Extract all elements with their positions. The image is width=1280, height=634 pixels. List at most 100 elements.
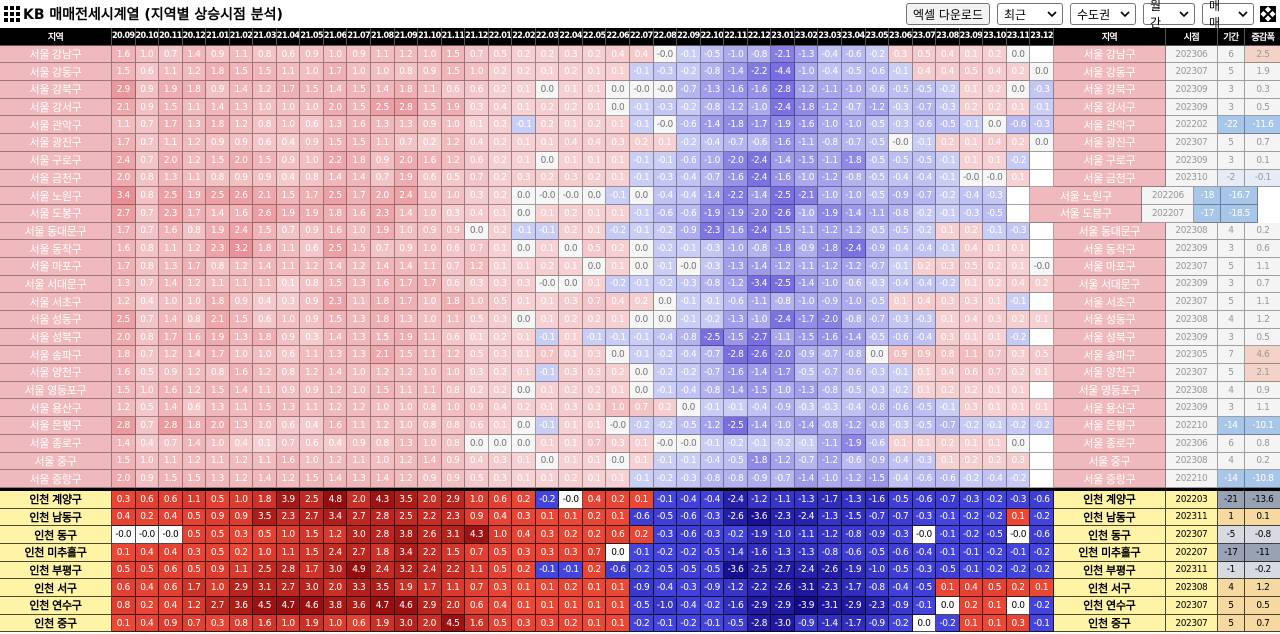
value-cell: 1.0 [347, 364, 372, 382]
value-cell: -0.7 [936, 490, 960, 509]
table-row[interactable]: 서울 관악구 1.1 0.7 1.7 1.3 1.8 1.2 0.8 1.0 0.6 1.3 1.6 1… [0, 116, 1280, 135]
value-cell: 1.4 [112, 434, 136, 453]
value-cell: -0.7 [889, 508, 913, 527]
table-row[interactable]: 서울 금천구 2.0 0.8 1.3 1.1 0.8 0.9 0.9 0.4 0.8 1.4 1.4 0… [0, 169, 1280, 188]
table-row[interactable]: 서울 도봉구 2.7 0.7 2.3 1.7 1.4 1.6 2.6 1.9 1.9 1.8 1.6 2… [0, 204, 1280, 223]
area-select[interactable]: 수도권 [1070, 3, 1136, 25]
value-cell: -1.0 [841, 187, 866, 205]
header-period: 기간 [1217, 28, 1245, 46]
table-row[interactable]: 서울 강남구 1.6 1.0 0.7 1.4 0.9 1.1 0.8 0.6 0.9 1.0 0.9 1… [0, 45, 1280, 64]
table-row[interactable]: 서울 용산구 1.2 0.5 1.4 0.6 1.3 1.1 1.5 1.3 1.1 1.2 1.2 1… [0, 399, 1280, 418]
value-cell: 1.1 [159, 134, 183, 152]
table-row[interactable]: 서울 구로구 2.4 0.7 2.0 1.2 1.5 2.0 1.5 0.9 1.0 2.2 1.8 0… [0, 151, 1280, 170]
period-select[interactable]: 최근 [997, 3, 1063, 25]
value-cell: -0.1 [606, 328, 631, 347]
value-cell: 0.7 [465, 45, 489, 64]
value-cell: -1.9 [700, 204, 725, 223]
value-cell: 0.4 [1006, 275, 1031, 294]
value-cell: 0.2 [488, 364, 513, 382]
value-cell: 0.0 [606, 346, 631, 365]
table-row[interactable]: 서울 동작구 1.6 0.8 1.1 1.2 2.3 3.2 1.8 1.1 0.6 2.5 1.5 0… [0, 240, 1280, 258]
table-row[interactable]: 서울 광진구 1.7 0.7 1.1 1.2 0.9 0.9 0.6 0.4 0.9 1.5 1.5 1… [0, 134, 1280, 152]
table-row[interactable]: 서울 양천구 1.6 0.5 0.9 1.2 0.8 1.6 1.2 0.8 1.2 1.4 1.0 1… [0, 364, 1280, 382]
point-cell: 202308 [1165, 222, 1218, 241]
value-cell: -0.1 [653, 381, 678, 400]
table-row[interactable]: 인천 서구 0.6 0.4 0.6 1.7 1.0 2.9 3.1 2.7 3.0 2.0 3.3 3.… [0, 579, 1280, 597]
value-cell: -0.1 [936, 526, 960, 544]
value-cell: 2.2 [323, 151, 348, 170]
table-row[interactable]: 인천 계양구 0.3 0.6 0.6 1.1 0.5 1.0 1.8 3.9 2.5 4.8 2.0 4… [0, 490, 1280, 509]
table-row[interactable]: 서울 강북구 2.9 0.9 1.9 1.8 0.9 1.4 1.2 1.7 1.5 1.4 1.5 1… [0, 81, 1280, 99]
fullscreen-icon[interactable] [1260, 6, 1276, 22]
region-label: 서울 동대문구 [0, 222, 112, 241]
value-cell: 1.4 [159, 399, 183, 418]
table-row[interactable]: 인천 중구 0.1 0.4 0.9 0.7 0.3 0.8 1.6 1.0 1.9 1.0 0.6 1.… [0, 614, 1280, 633]
table-row[interactable]: 서울 중랑구 2.0 0.9 1.5 1.5 1.3 1.2 1.4 1.2 1.5 1.4 1.3 1… [0, 470, 1280, 488]
table-row[interactable]: 인천 동구 -0.0 -0.0 -0.0 0.5 0.5 0.3 0.5 1.0 1.5 1.2 3.… [0, 526, 1280, 544]
table-row[interactable]: 서울 종로구 1.4 0.4 0.7 1.4 1.0 0.4 0.1 0.7 0.6 0.4 0.9 0… [0, 434, 1280, 453]
value-cell: 0.2 [559, 98, 583, 117]
table-row[interactable]: 서울 강동구 1.5 0.6 1.1 1.2 1.8 1.5 1.5 1.1 1.0 1.7 1.0 1… [0, 63, 1280, 82]
region-label: 서울 강북구 [0, 81, 112, 99]
table-row[interactable]: 인천 부평구 0.5 0.5 0.6 0.5 0.9 1.1 2.5 2.8 1.7 3.0 4.9 2… [0, 561, 1280, 580]
value-cell: -1.6 [747, 543, 772, 562]
value-cell: -0.2 [677, 98, 701, 117]
value-cell: 0.5 [959, 257, 984, 276]
change-cell: 0.5 [1244, 328, 1280, 347]
value-cell: -1.0 [818, 187, 842, 205]
value-cell: 0.9 [889, 346, 913, 365]
value-cell: -2.9 [841, 597, 866, 615]
value-cell: 1.0 [206, 434, 230, 453]
table-row[interactable]: 인천 연수구 0.8 0.2 0.4 1.2 2.7 3.6 4.5 4.7 4.6 3.8 3.6 4… [0, 597, 1280, 615]
value-cell: -0.0 [653, 81, 678, 99]
value-cell: -1.0 [818, 116, 842, 135]
table-row[interactable]: 인천 남동구 0.4 0.2 0.4 0.5 0.9 0.9 3.5 2.3 2.7 3.4 2.7 2… [0, 508, 1280, 527]
grid-menu-icon[interactable] [4, 6, 20, 22]
value-cell: 0.4 [159, 543, 183, 562]
value-cell: 0.3 [559, 543, 583, 562]
value-cell: 1.7 [418, 579, 442, 597]
table-row[interactable]: 서울 영등포구 1.5 1.0 1.6 1.2 1.5 1.4 1.1 0.9 0.9 1.2 1.0… [0, 381, 1280, 400]
table-row[interactable]: 서울 강서구 2.1 0.9 1.5 1.1 1.4 1.3 1.0 1.0 1.0 2.0 1.5 2… [0, 98, 1280, 117]
header-month: 23.05 [865, 28, 890, 46]
value-cell: -1.3 [794, 543, 819, 562]
value-cell: 1.6 [276, 452, 301, 471]
value-cell: 2.5 [371, 98, 395, 117]
value-cell: -0.3 [794, 399, 819, 418]
table-row[interactable]: 서울 성동구 2.5 0.7 1.4 0.8 2.1 1.5 0.6 1.0 0.9 1.5 1.3 1… [0, 311, 1280, 329]
table-row[interactable]: 서울 서대문구 1.3 0.7 1.4 1.2 1.1 1.1 1.1 0.1 0.8 1.5 1.3… [0, 275, 1280, 294]
value-cell: -0.2 [535, 490, 560, 509]
value-cell: -0.7 [700, 346, 725, 365]
value-cell: -1.8 [724, 116, 748, 135]
table-row[interactable]: 서울 송파구 1.8 0.7 1.2 1.4 1.7 1.0 1.0 0.6 1.1 1.3 1.3 2… [0, 346, 1280, 365]
value-cell: 0.3 [535, 614, 560, 633]
point-cell: 202206 [1142, 187, 1195, 205]
table-row[interactable]: 서울 노원구 3.4 0.8 2.5 1.9 2.5 2.6 2.1 1.5 1.7 2.5 1.7 2… [0, 187, 1280, 205]
freq-select[interactable]: 월간 [1143, 0, 1195, 30]
value-cell: 0.6 [135, 490, 160, 509]
value-cell: 1.7 [300, 561, 324, 580]
value-cell: 0.0 [512, 311, 536, 329]
value-cell [1030, 45, 1054, 64]
table-row[interactable]: 서울 동대문구 1.7 0.7 1.6 0.8 1.9 2.4 1.5 0.7 0.9 1.6 1.0… [0, 222, 1280, 241]
value-cell: -0.8 [841, 311, 866, 329]
table-row[interactable]: 서울 마포구 1.7 0.8 1.3 1.7 0.8 1.2 1.4 1.1 1.2 1.4 1.2 1… [0, 257, 1280, 276]
value-cell: -0.2 [1030, 543, 1054, 562]
header-region-right: 지역 [1053, 28, 1166, 46]
value-cell: -1.4 [841, 204, 866, 223]
table-row[interactable]: 서울 서초구 1.2 0.4 1.0 1.0 1.8 0.9 0.4 0.3 0.9 2.3 1.1 1… [0, 293, 1280, 311]
value-cell: 1.5 [323, 275, 348, 294]
value-cell: -1.1 [794, 222, 819, 241]
table-row[interactable]: 서울 성북구 2.0 0.8 1.7 1.6 1.9 1.3 1.8 0.9 0.3 1.4 1.3 1… [0, 328, 1280, 347]
value-cell: -2.3 [818, 579, 842, 597]
value-cell: -0.1 [512, 116, 536, 135]
table-row[interactable]: 인천 미추홀구 0.1 0.4 0.4 0.3 0.5 0.2 1.0 1.1 1.5 2.4 2.7… [0, 543, 1280, 562]
value-cell: 0.8 [112, 597, 136, 615]
excel-download-button[interactable]: 엑셀 다운로드 [905, 3, 990, 25]
type-select[interactable]: 매매 [1202, 0, 1254, 30]
table-row[interactable]: 서울 중구 1.5 1.0 1.1 1.2 1.1 1.2 1.1 1.6 1.0 1.2 1.1 1.… [0, 452, 1280, 471]
value-cell: -0.6 [630, 508, 654, 527]
value-cell: 1.0 [394, 399, 419, 418]
table-row[interactable]: 서울 은평구 2.8 0.7 2.8 1.8 2.0 1.3 1.0 0.6 0.4 1.6 1.1 1… [0, 417, 1280, 435]
value-cell: 2.0 [112, 328, 136, 347]
